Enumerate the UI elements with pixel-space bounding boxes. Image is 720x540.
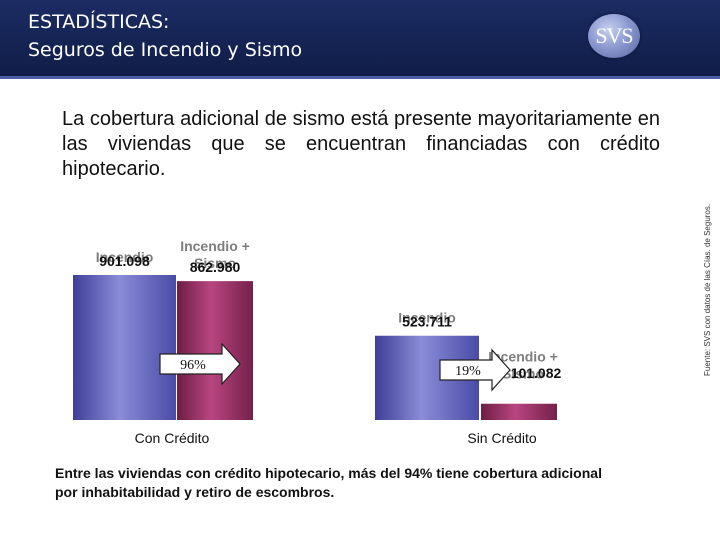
value-label: 101.082 — [511, 365, 562, 381]
arrow-percent-label: 19% — [455, 364, 481, 379]
series-label: Incendio + — [180, 238, 250, 254]
bar-incendio-sismo — [481, 403, 557, 420]
category-label: Con Crédito — [135, 430, 210, 446]
slide-title: ESTADÍSTICAS: Seguros de Incendio y Sism… — [28, 8, 302, 64]
series-label: Incendio — [96, 249, 154, 265]
bar-incendio — [73, 275, 176, 420]
footer-note: Entre las viviendas con crédito hipoteca… — [55, 465, 602, 500]
value-label: 862.980 — [190, 259, 241, 275]
value-label: 523.711 — [402, 314, 452, 330]
series-label: Incendio — [398, 310, 456, 326]
slide-title-line-1: ESTADÍSTICAS: — [28, 11, 170, 33]
header-bar: ESTADÍSTICAS: Seguros de Incendio y Sism… — [0, 0, 720, 76]
header-divider — [0, 76, 720, 79]
slide-title-line-2: Seguros de Incendio y Sismo — [28, 39, 303, 61]
category-label: Sin Crédito — [467, 430, 536, 446]
arrow-shape — [159, 342, 241, 386]
intro-paragraph: La cobertura adicional de sismo está pre… — [62, 108, 660, 180]
svs-logo-text: SVS — [595, 23, 633, 48]
series-label: Incendio + — [488, 349, 558, 365]
arrow-shape — [439, 348, 511, 392]
series-label: Sismo — [502, 366, 544, 382]
arrow-percent-label: 96% — [180, 358, 206, 373]
bar-incendio-sismo — [177, 281, 253, 420]
value-label: 901.098 — [99, 253, 150, 269]
series-label: Sismo — [194, 255, 236, 271]
svs-logo: SVS — [588, 14, 640, 58]
